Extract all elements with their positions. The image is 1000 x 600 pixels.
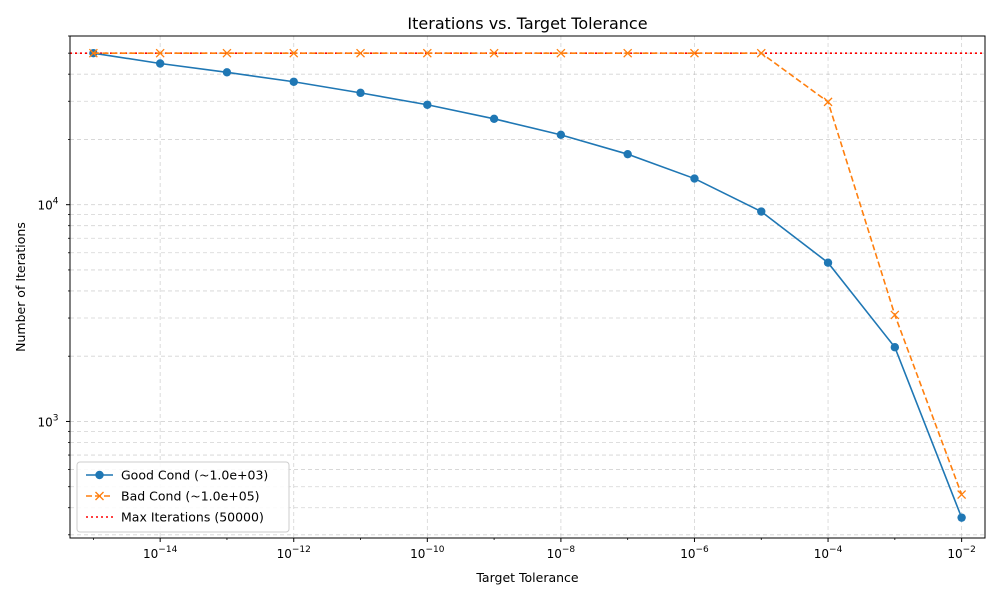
data-point	[890, 310, 900, 320]
x-tick-label: 10−8	[547, 545, 576, 561]
y-tick-label: 103	[37, 413, 58, 429]
series-line-good-cond	[93, 52, 963, 518]
x-marker-stroke	[356, 48, 365, 58]
series-line-bad-cond	[93, 52, 963, 495]
x-marker-stroke	[422, 48, 432, 58]
x-marker-stroke	[95, 491, 104, 501]
x-marker-stroke	[88, 48, 98, 58]
data-point	[623, 48, 633, 58]
legend-label: Bad Cond (~1.0e+05)	[121, 489, 260, 504]
data-point	[356, 48, 365, 58]
x-marker-stroke	[756, 48, 766, 58]
data-point	[356, 88, 365, 98]
legend-label: Good Cond (~1.0e+03)	[121, 468, 268, 483]
plot-series	[70, 48, 985, 522]
x-tick-label: 10−10	[410, 545, 445, 561]
data-point	[623, 149, 632, 159]
y-tick-label: 104	[37, 197, 58, 213]
data-point	[423, 100, 432, 109]
data-point	[757, 207, 766, 216]
chart-title: Iterations vs. Target Tolerance	[407, 14, 647, 33]
x-axis-label: Target Tolerance	[475, 570, 579, 585]
x-marker-stroke	[957, 490, 967, 500]
data-point	[823, 97, 833, 107]
data-point	[222, 48, 232, 58]
x-marker-stroke	[890, 310, 900, 320]
data-point	[222, 68, 232, 77]
data-point	[155, 59, 165, 68]
x-marker-stroke	[155, 48, 165, 58]
x-tick-label: 10−4	[814, 545, 843, 561]
x-marker-stroke	[222, 48, 232, 58]
data-point	[756, 48, 766, 58]
data-point	[890, 343, 900, 352]
x-marker-stroke	[489, 48, 499, 58]
data-point	[556, 48, 566, 58]
legend: Good Cond (~1.0e+03) Bad Cond (~1.0e+05) M…	[76, 461, 290, 533]
data-point	[489, 48, 499, 58]
data-point	[957, 513, 966, 522]
data-point	[289, 77, 298, 86]
x-tick-label: 10−6	[680, 545, 709, 561]
legend-label: Max Iterations (50000)	[121, 510, 264, 525]
x-marker-stroke	[823, 97, 833, 107]
x-marker-stroke	[690, 48, 699, 58]
data-point	[289, 48, 299, 58]
grid	[70, 35, 985, 538]
x-marker-stroke	[289, 48, 299, 58]
y-axis-label: Number of Iterations	[13, 222, 28, 352]
legend-box	[76, 461, 290, 533]
x-tick-label: 10−12	[277, 545, 311, 561]
x-tick-label: 10−2	[947, 545, 976, 561]
data-point	[957, 490, 967, 500]
data-point	[690, 174, 699, 183]
x-marker-stroke	[623, 48, 633, 58]
data-point	[556, 130, 566, 140]
data-point	[422, 48, 432, 58]
data-point	[88, 48, 98, 58]
legend-marker	[95, 470, 104, 480]
legend-marker	[95, 491, 104, 501]
data-point	[489, 114, 499, 123]
data-point	[155, 48, 165, 58]
x-marker-stroke	[556, 48, 566, 58]
plot-frame	[69, 35, 986, 539]
x-tick-label: 10−14	[143, 545, 178, 561]
data-point	[690, 48, 699, 58]
data-point	[823, 258, 833, 267]
